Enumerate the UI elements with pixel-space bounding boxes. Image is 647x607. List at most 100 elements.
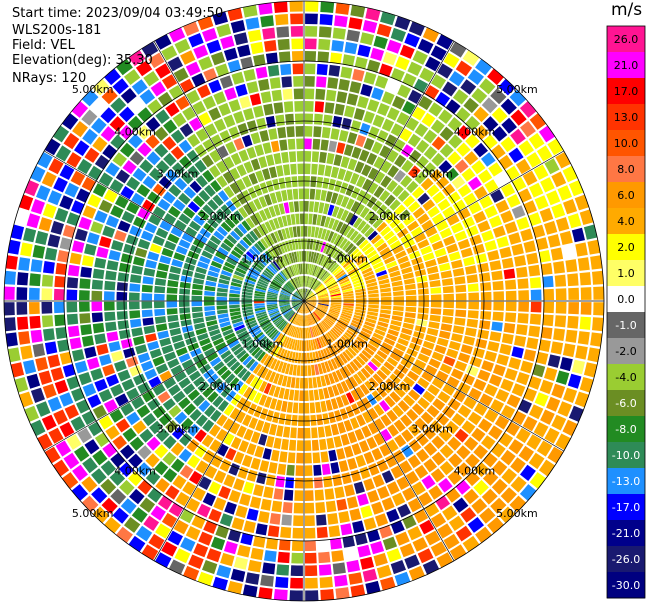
range-gate — [472, 347, 485, 359]
range-gate — [110, 205, 124, 219]
range-gate — [318, 564, 332, 576]
range-gate — [219, 321, 231, 328]
range-gate — [295, 277, 300, 288]
range-gate — [169, 265, 182, 275]
range-gate — [342, 535, 355, 548]
range-gate — [408, 423, 421, 437]
range-gate — [277, 127, 287, 139]
range-gate — [443, 356, 456, 367]
range-gate — [154, 316, 167, 324]
range-gate — [315, 401, 322, 413]
range-gate — [437, 63, 453, 79]
range-gate — [268, 128, 278, 140]
range-gate — [434, 344, 447, 355]
range-gate — [84, 147, 100, 163]
range-gate — [230, 281, 242, 288]
range-gate — [254, 378, 263, 390]
range-gate — [518, 301, 529, 312]
range-gate — [170, 442, 185, 456]
range-gate — [237, 44, 251, 58]
colorbar-tick-label: -2.0 — [615, 345, 636, 358]
range-gate — [567, 213, 582, 229]
range-gate — [338, 460, 349, 472]
range-gate — [311, 427, 318, 439]
range-gate — [340, 335, 351, 345]
range-gate — [407, 526, 423, 541]
range-gate — [349, 376, 359, 388]
range-gate — [577, 331, 590, 345]
range-gate — [86, 232, 100, 245]
range-gate — [102, 225, 116, 238]
range-gate — [296, 340, 300, 351]
range-gate — [406, 180, 419, 194]
range-gate — [283, 337, 290, 348]
range-gate — [295, 302, 303, 311]
range-gate — [299, 302, 304, 313]
range-ring-label: 2.00km — [369, 210, 411, 223]
range-gate — [16, 287, 28, 300]
range-gate — [276, 26, 290, 38]
range-gate — [380, 175, 392, 188]
range-gate — [296, 151, 304, 162]
range-gate — [473, 142, 488, 158]
range-gate — [319, 151, 327, 164]
range-gate — [523, 240, 537, 253]
range-gate — [290, 163, 297, 175]
range-gate — [574, 391, 589, 408]
range-gate — [213, 91, 227, 105]
range-gate — [395, 56, 410, 71]
range-gate — [551, 171, 567, 188]
range-gate — [352, 341, 363, 351]
range-gate — [539, 379, 554, 395]
range-gate — [326, 437, 335, 450]
range-gate — [386, 508, 400, 523]
range-gate — [523, 349, 537, 362]
range-gate — [335, 194, 344, 206]
range-gate — [430, 294, 442, 301]
range-gate — [354, 161, 365, 174]
range-gate — [354, 56, 368, 70]
range-gate — [490, 399, 505, 413]
range-gate — [493, 301, 504, 311]
range-gate — [336, 322, 346, 331]
range-gate — [271, 280, 282, 288]
range-gate — [330, 52, 343, 65]
range-gate — [273, 589, 288, 601]
range-gate — [251, 329, 262, 338]
colorbar-swatch — [607, 156, 645, 183]
range-gate — [168, 559, 186, 575]
range-gate — [257, 315, 268, 322]
range-gate — [224, 501, 237, 515]
range-gate — [30, 419, 46, 437]
range-gate — [53, 459, 70, 477]
range-gate — [213, 118, 227, 132]
range-gate — [259, 209, 268, 222]
range-gate — [353, 481, 365, 494]
range-gate — [220, 350, 232, 360]
range-gate — [257, 240, 266, 251]
range-gate — [306, 301, 317, 303]
range-gate — [150, 81, 166, 97]
range-gate — [229, 289, 241, 294]
range-gate — [241, 257, 252, 266]
range-gate — [506, 194, 521, 208]
range-gate — [166, 308, 178, 315]
range-gate — [226, 336, 238, 345]
range-gate — [59, 164, 75, 180]
range-gate — [325, 191, 333, 203]
range-gate — [229, 293, 240, 298]
range-gate — [327, 331, 336, 342]
range-gate — [100, 107, 117, 124]
range-gate — [389, 240, 402, 250]
range-gate — [241, 298, 253, 301]
range-gate — [133, 335, 145, 346]
range-gate — [500, 378, 514, 392]
range-gate — [142, 175, 157, 189]
range-gate — [81, 335, 94, 347]
range-gate — [336, 498, 348, 511]
range-gate — [367, 285, 378, 291]
range-gate — [325, 315, 336, 323]
range-gate — [321, 127, 331, 139]
range-gate — [127, 115, 143, 131]
range-gate — [304, 490, 314, 501]
